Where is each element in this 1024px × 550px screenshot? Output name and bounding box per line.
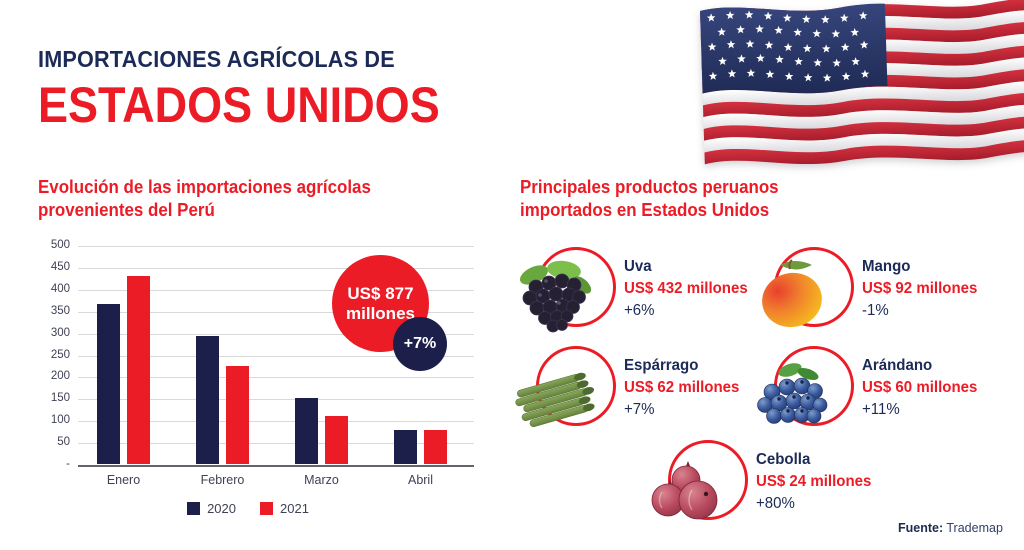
legend-item-2020: 2020 (187, 501, 236, 516)
chart-heading-line1: Evolución de las importaciones agrícolas (38, 177, 371, 197)
bar-enero-2021 (126, 275, 150, 464)
title-line-2-text: ESTADOS UNIDOS (38, 77, 440, 133)
product-name: Espárrago (624, 357, 699, 374)
y-tick-label: 400 (50, 282, 70, 295)
legend-item-2021: 2021 (260, 501, 309, 516)
gridline (78, 246, 474, 247)
x-tick-label-marzo: Marzo (304, 473, 339, 487)
title-line-2: ESTADOS UNIDOS (38, 76, 484, 134)
title-line-1-text: IMPORTACIONES AGRÍCOLAS DE (38, 46, 395, 72)
gridline (78, 399, 474, 401)
source-value: Trademap (946, 521, 1003, 535)
product-cebolla: Cebolla US$ 24 millones +80% (651, 440, 892, 536)
product-esparrago-image (515, 346, 620, 442)
gridline (78, 355, 474, 357)
product-percent: +6% (624, 302, 655, 319)
gridline (78, 311, 474, 313)
gridline (78, 267, 474, 269)
bar-febrero-2021 (225, 365, 249, 464)
y-tick-label: 50 (57, 436, 70, 449)
product-name: Mango (862, 258, 911, 275)
product-value: US$ 24 millones (756, 473, 872, 490)
product-percent: +11% (862, 401, 900, 418)
product-name: Arándano (862, 357, 933, 374)
legend-swatch (187, 502, 201, 515)
blueberries-icon (757, 363, 828, 424)
source-note: Fuente: Trademap (898, 521, 1003, 535)
total-badge-line2: millones (346, 303, 415, 323)
plot-area (78, 246, 474, 467)
bar-chart: 500 450 400 350 300 250 200 150 100 50- 2020 2021 … (38, 239, 486, 530)
flag-canton (700, 3, 888, 94)
source-label: Fuente: (898, 521, 944, 535)
total-badge: US$ 877 millones (332, 255, 429, 352)
y-tick-label: 500 (50, 239, 70, 251)
x-axis-line (78, 465, 474, 467)
product-value: US$ 432 millones (624, 280, 748, 297)
gridline (78, 333, 474, 335)
gridline (78, 377, 474, 379)
product-value: US$ 60 millones (862, 379, 978, 396)
bar-enero-2020 (96, 304, 120, 464)
bar-marzo-2021 (324, 415, 348, 464)
bar-abril-2020 (393, 429, 417, 464)
bar-abril-2021 (423, 429, 447, 464)
gridline (78, 443, 474, 445)
product-arandano: Arándano US$ 60 millones +11% (757, 346, 998, 442)
product-value: US$ 92 millones (862, 280, 978, 297)
y-tick-label: 350 (50, 304, 70, 317)
y-axis-labels: 500 450 400 350 300 250 200 150 100 50 - (38, 239, 70, 470)
product-percent: +80% (756, 495, 795, 512)
bar-febrero-2020 (195, 335, 219, 464)
mango-icon (762, 259, 822, 328)
y-tick-label: 450 (50, 260, 70, 273)
grapes-icon (519, 260, 592, 333)
product-uva-image (519, 247, 620, 343)
product-mango: Mango US$ 92 millones -1% (758, 247, 998, 343)
title-line-1: IMPORTACIONES AGRÍCOLAS DE (38, 46, 484, 73)
asparagus-icon (515, 372, 595, 428)
products-heading-line1: Principales productos peruanos (520, 177, 779, 197)
onion-icon (651, 461, 718, 520)
chart-section-heading: Evolución de las importaciones agrícolas… (38, 176, 392, 222)
y-tick-label: 300 (50, 326, 70, 339)
product-mango-image (758, 247, 858, 343)
y-tick-label: - (66, 458, 70, 470)
page-title: IMPORTACIONES AGRÍCOLAS DE ESTADOS UNIDO… (38, 46, 484, 134)
y-tick-label: 100 (50, 414, 70, 427)
y-tick-label: 250 (50, 348, 70, 361)
products-section-heading: Principales productos peruanos importado… (520, 176, 795, 222)
legend-label: 2021 (280, 501, 309, 516)
chart-legend: 2020 2021 (38, 501, 458, 516)
x-tick-label-febrero: Febrero (200, 473, 245, 487)
x-tick-label-enero: Enero (106, 473, 141, 487)
y-tick-label: 150 (50, 392, 70, 405)
gridline (78, 289, 474, 291)
product-value: US$ 62 millones (624, 379, 740, 396)
chart-heading-line2: provenientes del Perú (38, 200, 215, 220)
product-esparrago: Espárrago US$ 62 millones +7% (515, 346, 760, 442)
x-tick-label-abril: Abril (407, 473, 433, 487)
product-cebolla-image (651, 440, 752, 536)
growth-badge-text: +7% (403, 335, 437, 352)
red-circle-outline (668, 440, 748, 520)
legend-swatch (260, 502, 273, 515)
growth-badge: +7% (393, 317, 447, 371)
product-arandano-image (757, 346, 858, 442)
product-name: Uva (624, 258, 652, 275)
products-heading-line2: importados en Estados Unidos (520, 200, 770, 220)
us-flag (700, 0, 1024, 169)
product-uva: Uva US$ 432 millones +6% (519, 247, 760, 343)
product-percent: +7% (624, 401, 655, 418)
product-percent: -1% (862, 302, 889, 319)
gridline (78, 421, 474, 423)
y-tick-label: 200 (50, 370, 70, 383)
bar-marzo-2020 (294, 398, 318, 464)
legend-label: 2020 (207, 501, 236, 516)
product-name: Cebolla (756, 451, 811, 468)
total-badge-line1: US$ 877 (347, 283, 414, 303)
